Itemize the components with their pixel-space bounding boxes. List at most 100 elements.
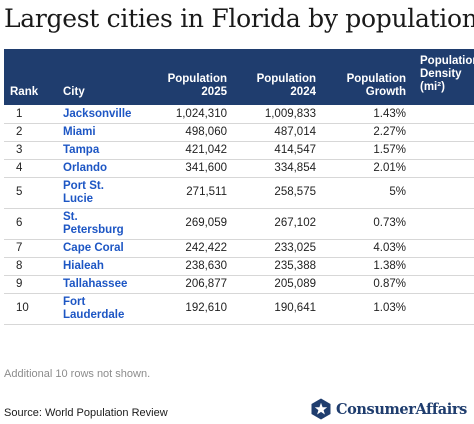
cell-population-density <box>412 177 474 209</box>
source-credit: Source: World Population Review <box>4 407 168 419</box>
cell-population-2024: 334,854 <box>233 159 322 178</box>
city-link[interactable]: Port St. Lucie <box>57 177 149 209</box>
cell-population-2025: 271,511 <box>149 177 233 209</box>
header-population-density: Population Density (mi²) <box>412 49 474 105</box>
rows-not-shown-note: Additional 10 rows not shown. <box>4 368 151 380</box>
cell-rank: 2 <box>4 123 57 142</box>
brand-logo[interactable]: ConsumerAffairs <box>310 398 467 420</box>
table-row: 6 St. Petersburg 269,059 267,102 0.73% <box>4 208 474 240</box>
star-badge-icon <box>311 398 331 420</box>
cell-population-density <box>412 159 474 178</box>
cell-population-2025: 206,877 <box>149 275 233 294</box>
cell-population-growth: 5% <box>322 177 412 209</box>
table-header-row: Rank City Population 2025 Population 202… <box>4 49 474 105</box>
cell-population-density <box>412 208 474 240</box>
cell-population-growth: 2.01% <box>322 159 412 178</box>
cell-population-growth: 1.03% <box>322 293 412 325</box>
header-population-density-line1: Population <box>420 55 474 67</box>
cell-population-2025: 192,610 <box>149 293 233 325</box>
header-population-2024-line2: 2024 <box>290 86 316 98</box>
brand-name: ConsumerAffairs <box>336 400 467 418</box>
table-row: 1 Jacksonville 1,024,310 1,009,833 1.43% <box>4 105 474 124</box>
header-population-density-line3: (mi²) <box>420 81 445 93</box>
cities-table: Rank City Population 2025 Population 202… <box>4 49 474 325</box>
cell-population-density <box>412 123 474 142</box>
table-row: 4 Orlando 341,600 334,854 2.01% <box>4 159 474 178</box>
header-population-density-line2: Density <box>420 68 462 80</box>
cell-rank: 9 <box>4 275 57 294</box>
cell-rank: 7 <box>4 239 57 258</box>
header-population-2025-line1: Population <box>167 73 227 85</box>
header-population-growth-line1: Population <box>346 73 406 85</box>
cell-population-2025: 421,042 <box>149 141 233 160</box>
city-link[interactable]: Jacksonville <box>57 105 149 124</box>
city-name: Hialeah <box>63 259 104 272</box>
city-link[interactable]: St. Petersburg <box>57 208 149 240</box>
cell-population-2024: 1,009,833 <box>233 105 322 124</box>
city-link[interactable]: Tallahassee <box>57 275 149 294</box>
page-title: Largest cities in Florida by population <box>4 4 474 33</box>
city-name: Tampa <box>63 143 100 156</box>
cell-rank: 8 <box>4 257 57 276</box>
city-name-line1: Fort <box>63 296 86 308</box>
cell-population-growth: 0.73% <box>322 208 412 240</box>
cell-population-density <box>412 105 474 124</box>
city-name-line1: Port St. <box>63 180 104 192</box>
city-name-line1: St. <box>63 211 78 223</box>
header-rank: Rank <box>4 49 57 105</box>
table-row: 3 Tampa 421,042 414,547 1.57% <box>4 141 474 160</box>
header-population-2024-line1: Population <box>256 73 316 85</box>
cell-population-2024: 414,547 <box>233 141 322 160</box>
cell-population-density <box>412 275 474 294</box>
city-link[interactable]: Hialeah <box>57 257 149 276</box>
header-population-growth-line2: Growth <box>365 86 406 98</box>
table-row: 5 Port St. Lucie 271,511 258,575 5% <box>4 177 474 209</box>
city-link[interactable]: Fort Lauderdale <box>57 293 149 325</box>
table-row: 10 Fort Lauderdale 192,610 190,641 1.03% <box>4 293 474 325</box>
cell-rank: 6 <box>4 208 57 240</box>
cell-population-2025: 238,630 <box>149 257 233 276</box>
table-row: 2 Miami 498,060 487,014 2.27% <box>4 123 474 142</box>
cell-population-growth: 1.57% <box>322 141 412 160</box>
table-row: 9 Tallahassee 206,877 205,089 0.87% <box>4 275 474 294</box>
cell-population-2025: 269,059 <box>149 208 233 240</box>
city-name: Orlando <box>63 161 108 174</box>
cell-population-growth: 1.43% <box>322 105 412 124</box>
cell-population-density <box>412 141 474 160</box>
header-population-2025-line2: 2025 <box>201 86 227 98</box>
cell-population-2025: 1,024,310 <box>149 105 233 124</box>
city-link[interactable]: Tampa <box>57 141 149 160</box>
cell-population-density <box>412 239 474 258</box>
cell-rank: 5 <box>4 177 57 209</box>
city-name-line2: Lucie <box>63 192 94 205</box>
city-name: Cape Coral <box>63 241 124 254</box>
city-name: Tallahassee <box>63 277 128 290</box>
table-row: 8 Hialeah 238,630 235,388 1.38% <box>4 257 474 276</box>
cell-population-2024: 267,102 <box>233 208 322 240</box>
cell-rank: 4 <box>4 159 57 178</box>
city-name: Jacksonville <box>63 107 132 120</box>
cell-rank: 10 <box>4 293 57 325</box>
table-container: Rank City Population 2025 Population 202… <box>4 49 474 361</box>
city-name: Miami <box>63 125 96 138</box>
cell-rank: 1 <box>4 105 57 124</box>
city-link[interactable]: Cape Coral <box>57 239 149 258</box>
table-row: 7 Cape Coral 242,422 233,025 4.03% <box>4 239 474 258</box>
cell-population-growth: 4.03% <box>322 239 412 258</box>
header-population-2025: Population 2025 <box>149 49 233 105</box>
cell-population-2024: 258,575 <box>233 177 322 209</box>
cell-population-growth: 1.38% <box>322 257 412 276</box>
cell-population-2024: 233,025 <box>233 239 322 258</box>
city-link[interactable]: Orlando <box>57 159 149 178</box>
cell-rank: 3 <box>4 141 57 160</box>
cell-population-2024: 487,014 <box>233 123 322 142</box>
cell-population-growth: 0.87% <box>322 275 412 294</box>
cell-population-2025: 341,600 <box>149 159 233 178</box>
city-name-line2: Lauderdale <box>63 308 125 321</box>
cell-population-density <box>412 293 474 325</box>
header-population-growth: Population Growth <box>322 49 412 105</box>
header-city: City <box>57 49 149 105</box>
city-link[interactable]: Miami <box>57 123 149 142</box>
cell-population-growth: 2.27% <box>322 123 412 142</box>
cell-population-2024: 235,388 <box>233 257 322 276</box>
